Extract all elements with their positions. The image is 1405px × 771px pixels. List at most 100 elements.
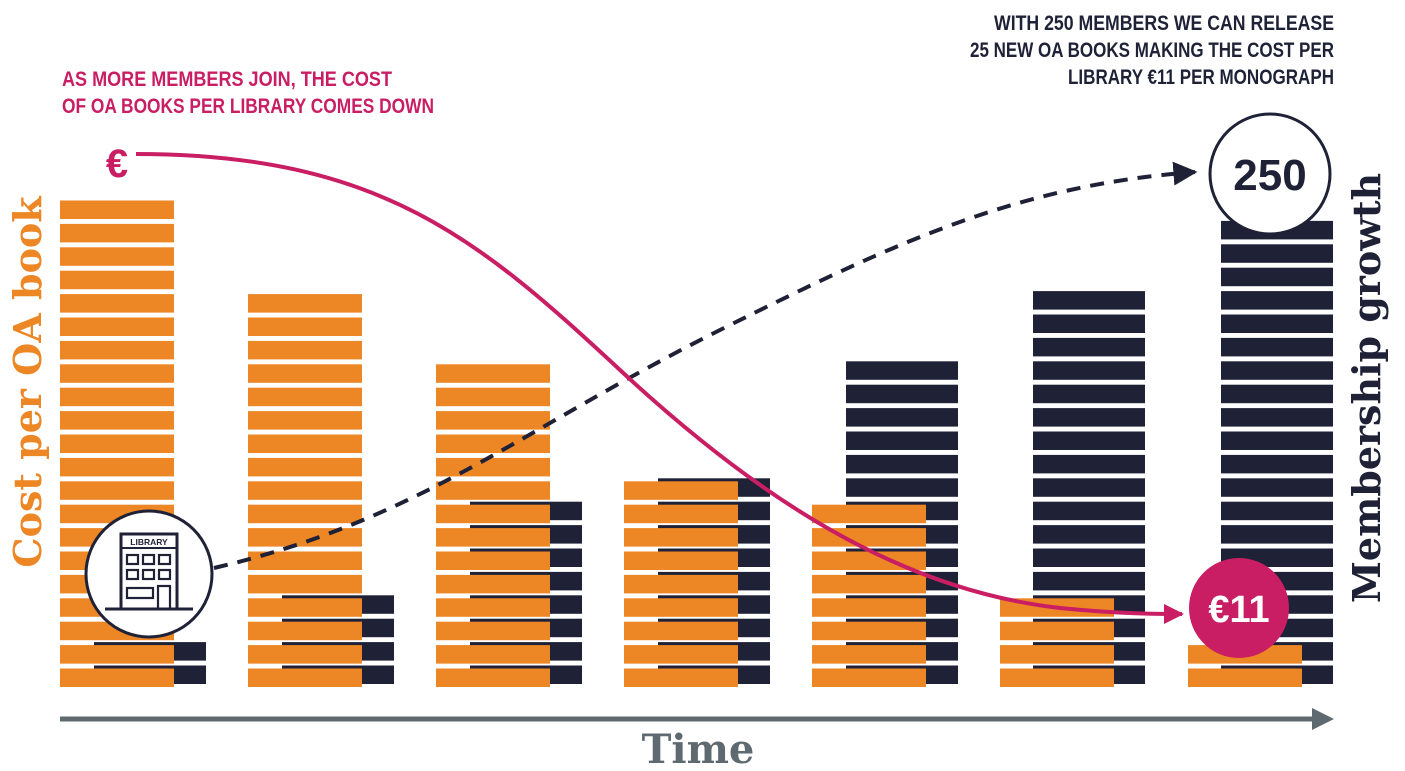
y-axis-label-left: Cost per OA book [5,196,50,568]
cost-block [436,481,550,500]
time-axis: Time [60,708,1334,771]
cost-badge: €11 [1189,558,1289,658]
cost-block [248,668,362,687]
cost-block [624,621,738,641]
cost-block [60,668,174,687]
membership-block [1033,431,1145,450]
library-building-icon: LIBRARY [84,509,214,639]
membership-block [1221,431,1333,450]
right-annotation: WITH 250 MEMBERS WE CAN RELEASE 25 NEW O… [970,12,1334,89]
cost-block [248,481,362,500]
left-annotation: AS MORE MEMBERS JOIN, THE COST OF OA BOO… [62,68,434,118]
cost-block [624,598,738,617]
cost-block [248,528,362,547]
cost-block [436,528,550,547]
cost-block [248,340,362,360]
membership-block [1221,525,1333,544]
cost-block [60,223,174,243]
membership-block [1033,384,1145,404]
cost-block [436,364,550,383]
membership-block [1033,454,1145,474]
membership-block [1033,291,1145,310]
cost-bar-4 [624,481,738,687]
membership-block [1033,525,1145,544]
membership-block [1033,501,1145,521]
membership-block [1221,267,1333,287]
membership-block [1033,408,1145,427]
y-axis-label-right: Membership growth [1344,173,1389,603]
members-badge: 250 [1208,112,1332,236]
cost-block [812,668,926,687]
cost-bar-2 [248,294,362,687]
cost-block [624,645,738,664]
cost-block [60,411,174,430]
left-annotation-line-2: OF OA BOOKS PER LIBRARY COMES DOWN [62,95,434,118]
membership-block [1033,361,1145,380]
cost-block [812,504,926,524]
cost-block [248,317,362,336]
right-annotation-line-2: 25 NEW OA BOOKS MAKING THE COST PER [970,39,1334,62]
cost-block [248,504,362,524]
cost-block [248,551,362,570]
bar-group-3 [436,364,582,687]
cost-badge-value: €11 [1208,589,1269,631]
cost-block [60,481,174,500]
cost-block [436,457,550,477]
cost-block [812,528,926,547]
cost-block [248,621,362,641]
cost-block [248,411,362,430]
cost-block [60,457,174,477]
membership-block [1221,408,1333,427]
x-axis-label: Time [642,726,755,771]
cost-block [812,621,926,641]
membership-block [1033,337,1145,357]
membership-block [1033,314,1145,333]
cost-bar-6 [1000,598,1114,687]
right-annotation-line-1: WITH 250 MEMBERS WE CAN RELEASE [994,12,1334,35]
membership-block [1221,291,1333,310]
cost-block [1000,668,1114,687]
membership-block [1221,384,1333,404]
cost-block [436,411,550,430]
membership-block [846,408,958,427]
bar-group-4 [624,478,770,687]
membership-block [846,384,958,404]
cost-block [248,574,362,594]
cost-block [436,668,550,687]
arrow-right-icon [1312,708,1334,730]
cost-block [624,574,738,594]
left-annotation-line-1: AS MORE MEMBERS JOIN, THE COST [62,68,392,91]
cost-block [60,434,174,453]
cost-block [248,387,362,407]
cost-block [60,364,174,383]
membership-block [1221,314,1333,333]
membership-block [1221,501,1333,521]
members-badge-value: 250 [1233,151,1306,200]
cost-block [60,200,174,219]
cost-block [1000,645,1114,664]
cost-block [60,645,174,664]
cost-block [248,598,362,617]
cost-block [60,294,174,313]
cost-block [248,434,362,453]
membership-block [1221,454,1333,474]
bar-group-2 [248,294,394,687]
library-sign-text: LIBRARY [130,537,168,547]
cost-block [436,598,550,617]
membership-block [846,478,958,497]
cost-block [60,387,174,407]
cost-block [812,645,926,664]
cost-block [60,317,174,336]
cost-block [624,668,738,687]
cost-block [1000,621,1114,641]
cost-block [436,621,550,641]
cost-block [436,645,550,664]
cost-block [436,504,550,524]
cost-block [60,270,174,290]
cost-block [624,481,738,500]
cost-block [436,387,550,407]
membership-block [846,454,958,474]
cost-block [1188,668,1302,687]
membership-block [1033,548,1145,567]
